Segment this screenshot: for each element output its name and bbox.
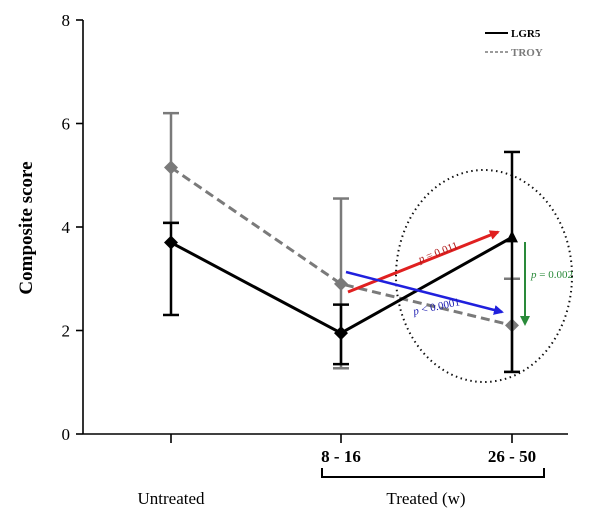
y-tick-label: 6 bbox=[62, 115, 71, 134]
p-value-red-rest: = 0.011 bbox=[422, 240, 460, 264]
data-point-troy bbox=[164, 160, 178, 175]
blue-arrow bbox=[345, 270, 504, 315]
p-value-green-p: p bbox=[530, 269, 537, 281]
legend-troy-label: TROY bbox=[511, 47, 543, 59]
y-tick-label: 8 bbox=[62, 11, 71, 30]
highlight-circle bbox=[395, 169, 573, 383]
p-value-blue-p: p bbox=[411, 305, 420, 318]
y-axis-label: Composite score bbox=[16, 161, 37, 294]
data-point-lgr5 bbox=[334, 326, 348, 341]
data-point-lgr5 bbox=[164, 235, 178, 250]
data-point-troy bbox=[334, 276, 348, 291]
p-value-blue: p < 0.0001 bbox=[411, 296, 461, 318]
series-layer bbox=[163, 111, 520, 374]
treated-label: Treated (w) bbox=[386, 489, 465, 508]
legend: LGR5 TROY bbox=[485, 28, 543, 59]
series-lgr5 bbox=[163, 150, 520, 374]
p-value-blue-rest: < 0.0001 bbox=[418, 296, 462, 316]
y-tick-label: 2 bbox=[62, 322, 71, 341]
series-line-troy bbox=[170, 166, 513, 327]
y-tick-label: 4 bbox=[62, 218, 71, 237]
p-value-green-rest: = 0.002 bbox=[537, 269, 573, 281]
treated-bracket bbox=[321, 468, 545, 478]
untreated-label: Untreated bbox=[137, 489, 205, 508]
legend-lgr5-label: LGR5 bbox=[511, 28, 541, 40]
p-value-red-p: p bbox=[416, 252, 427, 266]
p-value-red: p = 0.011 bbox=[416, 240, 460, 266]
x-ticks: 8 - 16 26 - 50 bbox=[170, 434, 536, 466]
data-point-lgr5 bbox=[506, 230, 518, 243]
y-ticks: 0 2 4 6 8 bbox=[62, 11, 83, 444]
red-arrow bbox=[347, 230, 500, 294]
x-tick-label: 26 - 50 bbox=[488, 447, 536, 466]
p-value-green: p = 0.002 bbox=[530, 269, 573, 281]
x-tick-label: 8 - 16 bbox=[321, 447, 361, 466]
y-tick-label: 0 bbox=[62, 425, 71, 444]
